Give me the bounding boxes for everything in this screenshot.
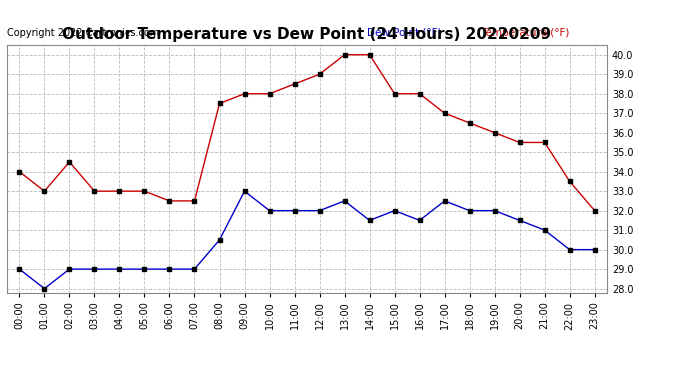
Title: Outdoor Temperature vs Dew Point (24 Hours) 20220209: Outdoor Temperature vs Dew Point (24 Hou…	[63, 27, 551, 42]
Text: Dew Point (°F): Dew Point (°F)	[367, 28, 445, 38]
Text: Temperature (°F): Temperature (°F)	[481, 28, 569, 38]
Text: Copyright 2022 Cartronics.com: Copyright 2022 Cartronics.com	[7, 28, 159, 38]
